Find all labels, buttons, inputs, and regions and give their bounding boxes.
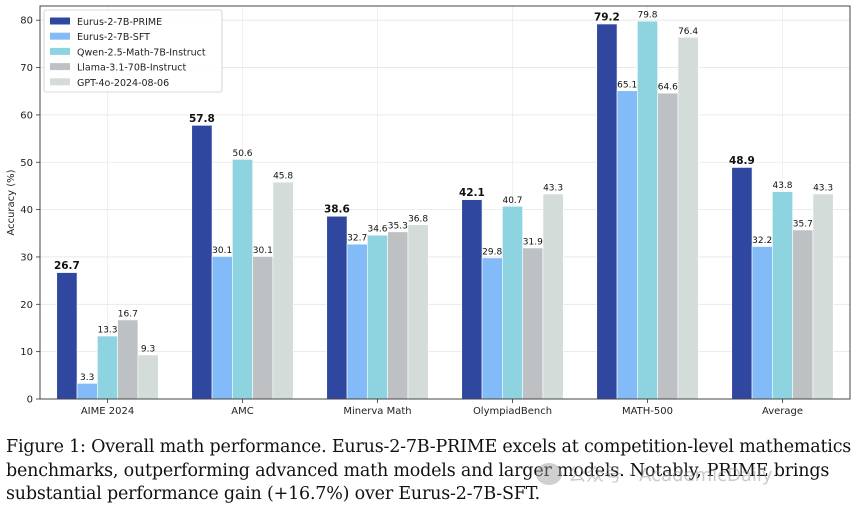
bar [616,90,638,400]
data-label: 38.6 [324,204,350,216]
bar-chart: 26.7 57.8 38.6 42.1 79.2 48.9 3.3 30.1 32.7 29.8 6… [6,5,851,417]
data-label: 26.7 [54,260,80,272]
bar [481,257,503,400]
bar [461,199,483,400]
y-tick-label: 60 [20,110,33,121]
legend: Eurus-2-7B-PRIME Eurus-2-7B-SFT Qwen-2.5-M… [43,9,223,93]
bar [542,193,564,400]
wechat-icon [536,463,562,485]
legend-label: Llama-3.1-70B-Instruct [77,63,186,74]
legend-label: Qwen-2.5-Math-7B-Instruct [77,47,206,58]
bar [677,36,699,400]
y-tick-label: 30 [20,252,33,263]
bar [97,335,118,400]
legend-label: Eurus-2-7B-PRIME [77,17,162,28]
bar [502,205,523,400]
data-label: 79.2 [594,11,620,23]
bars [56,20,834,400]
data-label: 30.1 [253,246,273,256]
data-label: 9.3 [141,344,155,354]
data-label: 65.1 [617,80,637,90]
y-axis-label: Accuracy (%) [6,169,17,235]
bar [272,181,294,400]
data-label: 45.8 [273,172,293,182]
bar [792,229,814,400]
data-label: 40.7 [502,196,522,206]
data-label: 3.3 [80,373,94,383]
data-label: 34.6 [367,225,387,235]
bar [731,167,753,400]
plot-frame [39,5,851,400]
watermark-text: 公众号 · AcademicDaily [568,465,773,486]
bar [211,256,233,400]
data-label: 16.7 [118,309,138,319]
x-tick-label: OlympiadBench [473,406,552,417]
data-label: 43.3 [813,183,833,193]
bar [56,272,78,400]
bar [751,246,773,400]
value-labels: 26.7 57.8 38.6 42.1 79.2 48.9 3.3 30.1 32.7 29.8 6… [54,11,833,383]
y-tick-label: 40 [20,205,33,216]
bar [596,23,618,400]
data-label: 57.8 [189,113,215,125]
data-label: 79.8 [637,11,657,21]
bar [657,92,679,400]
data-label: 32.7 [347,234,367,244]
x-tick-label: Minerva Math [343,406,411,417]
bar [772,191,793,400]
legend-swatch [50,17,70,25]
legend-swatch [50,63,70,71]
y-tick-label: 80 [20,16,33,27]
bar [326,215,348,400]
data-label: 43.3 [543,183,563,193]
data-label: 30.1 [212,246,232,256]
bar [522,247,544,400]
y-tick-label: 0 [27,395,33,406]
watermark: 公众号 · AcademicDaily [536,461,773,487]
bar [387,231,409,400]
bar [232,159,253,400]
y-tick-label: 20 [20,300,33,311]
bar [252,256,274,400]
y-tick-label: 50 [20,158,33,169]
x-tick-label: Average [762,406,803,417]
legend-box [43,9,223,93]
data-label: 32.2 [752,236,772,246]
legend-swatch [50,32,70,40]
y-tick-label: 70 [20,63,33,74]
x-tick-label: MATH-500 [622,406,673,417]
y-tick-label: 10 [20,347,33,358]
axes: 0 10 20 30 40 50 60 70 80 AIME 2024 AMC Minerva Mat… [6,5,851,417]
bar [76,383,98,400]
data-label: 43.8 [772,181,792,191]
data-label: 35.3 [388,221,408,231]
data-label: 64.6 [658,83,678,93]
data-label: 13.3 [97,326,117,336]
data-label: 35.7 [793,219,813,229]
data-label: 42.1 [459,187,485,199]
bar [346,243,368,400]
bar [407,224,429,400]
bar [367,234,388,400]
data-label: 36.8 [408,214,428,224]
data-label: 48.9 [729,155,755,167]
figure-caption: Figure 1: Overall math performance. Euru… [6,437,852,504]
data-label: 31.9 [523,237,543,247]
x-tick-label: AIME 2024 [81,406,134,417]
bar [191,125,213,400]
legend-label: GPT-4o-2024-08-06 [77,78,169,89]
legend-swatch [50,47,70,55]
data-label: 76.4 [678,27,698,37]
bar [137,354,159,400]
legend-label: Eurus-2-7B-SFT [77,32,150,43]
bar [117,319,139,400]
legend-swatch [50,78,70,86]
bar [637,20,658,400]
x-tick-label: AMC [231,406,253,417]
bar [812,193,834,400]
data-label: 50.6 [232,149,252,159]
data-label: 29.8 [482,247,502,257]
